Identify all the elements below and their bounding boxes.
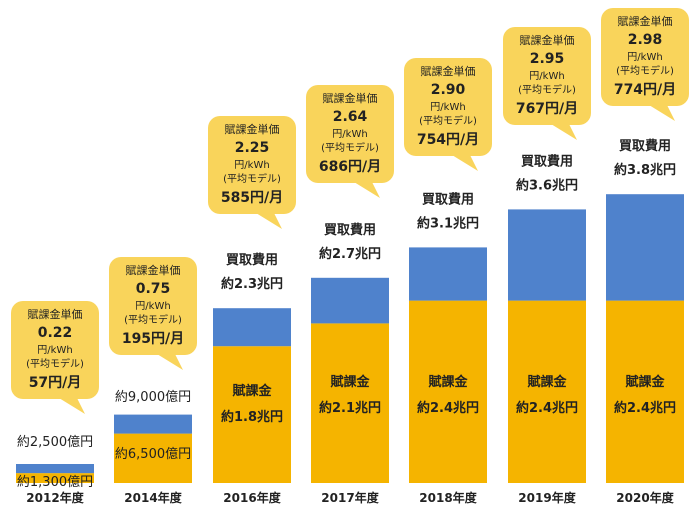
callout-tail — [157, 354, 183, 370]
levy-label: 賦課金 — [427, 374, 468, 390]
purchase-amount: 約2.7兆円 — [319, 246, 381, 262]
callout-tail — [354, 182, 380, 198]
callout-unit: 円/kWh — [430, 102, 465, 113]
callout-rate: 2.25 — [235, 140, 270, 156]
purchase-amount: 約3.8兆円 — [614, 162, 676, 178]
bar-levy — [606, 300, 684, 483]
callout-note: (平均モデル) — [419, 114, 477, 127]
callout-note: (平均モデル) — [124, 313, 182, 326]
callout-bubble — [306, 85, 394, 183]
levy-label: 賦課金 — [526, 374, 567, 390]
callout-title: 賦課金単価 — [618, 14, 673, 28]
callout-tail — [551, 124, 577, 140]
levy-label: 賦課金 — [329, 374, 370, 390]
purchase-amount: 約3.1兆円 — [417, 215, 479, 231]
callout-note: (平均モデル) — [26, 357, 84, 370]
purchase-amount: 約2.3兆円 — [221, 276, 283, 292]
callout-title: 賦課金単価 — [28, 307, 83, 321]
callout-unit: 円/kWh — [135, 301, 170, 312]
callout-monthly: 767円/月 — [516, 101, 578, 117]
bar-purchase — [114, 414, 192, 434]
callout-monthly: 195円/月 — [122, 331, 184, 347]
levy-label: 賦課金 — [231, 383, 272, 399]
callout-note: (平均モデル) — [321, 141, 379, 154]
callout-rate: 2.95 — [530, 51, 565, 67]
callout-bubble — [601, 8, 689, 106]
purchase-label: 買取費用 — [521, 153, 573, 169]
x-tick-label: 2020年度 — [616, 490, 674, 505]
x-tick-label: 2016年度 — [223, 490, 281, 505]
callout-bubble — [208, 116, 296, 214]
callout-bubble — [109, 257, 197, 355]
callout-rate: 0.22 — [38, 325, 73, 341]
callout-title: 賦課金単価 — [421, 64, 476, 78]
bar-purchase — [606, 194, 684, 301]
bar-levy — [213, 346, 291, 483]
callout-rate: 2.90 — [431, 82, 466, 98]
levy-amount: 約1.8兆円 — [221, 409, 283, 425]
callout-tail — [256, 213, 282, 229]
bar-purchase — [508, 209, 586, 301]
bar-purchase — [311, 277, 389, 324]
purchase-amount: 約9,000億円 — [115, 389, 191, 405]
levy-amount: 約2.4兆円 — [417, 400, 479, 416]
callout-monthly: 774円/月 — [614, 82, 676, 98]
levy-amount: 約6,500億円 — [115, 446, 191, 462]
callout-unit: 円/kWh — [529, 71, 564, 82]
callout-title: 賦課金単価 — [126, 263, 181, 277]
callout-bubble — [404, 58, 492, 156]
purchase-label: 買取費用 — [324, 222, 376, 238]
levy-label: 賦課金 — [624, 374, 665, 390]
callout-unit: 円/kWh — [627, 52, 662, 63]
purchase-amount: 約2,500億円 — [17, 434, 93, 450]
x-tick-label: 2017年度 — [321, 490, 379, 505]
callout-unit: 円/kWh — [234, 160, 269, 171]
purchase-label: 買取費用 — [619, 138, 671, 154]
callout-tail — [59, 398, 85, 414]
x-tick-label: 2019年度 — [518, 490, 576, 505]
levy-amount: 約2.4兆円 — [516, 400, 578, 416]
callout-rate: 0.75 — [136, 281, 171, 297]
callout-unit: 円/kWh — [332, 129, 367, 140]
callout-note: (平均モデル) — [616, 64, 674, 77]
callout-tail — [649, 105, 675, 121]
x-tick-label: 2014年度 — [124, 490, 182, 505]
levy-amount: 約1,300億円 — [17, 474, 93, 490]
callout-monthly: 57円/月 — [29, 375, 82, 391]
callout-title: 賦課金単価 — [225, 122, 280, 136]
callout-monthly: 754円/月 — [417, 132, 479, 148]
levy-amount: 約2.4兆円 — [614, 400, 676, 416]
callout-bubble — [11, 301, 99, 399]
bar-levy — [114, 433, 192, 483]
callout-monthly: 686円/月 — [319, 159, 381, 175]
bar-levy — [508, 300, 586, 483]
purchase-amount: 約3.6兆円 — [516, 177, 578, 193]
x-tick-label: 2018年度 — [419, 490, 477, 505]
bar-levy — [16, 473, 94, 483]
bar-purchase — [16, 464, 94, 474]
callout-unit: 円/kWh — [37, 345, 72, 356]
callout-rate: 2.64 — [333, 109, 368, 125]
callout-title: 賦課金単価 — [520, 33, 575, 47]
callout-tail — [452, 155, 478, 171]
callout-monthly: 585円/月 — [221, 190, 283, 206]
bar-levy — [311, 323, 389, 483]
levy-amount: 約2.1兆円 — [319, 400, 381, 416]
x-tick-label: 2012年度 — [26, 490, 84, 505]
bar-levy — [409, 300, 487, 483]
callout-note: (平均モデル) — [518, 83, 576, 96]
callout-bubble — [503, 27, 591, 125]
callout-rate: 2.98 — [628, 32, 663, 48]
callout-title: 賦課金単価 — [323, 91, 378, 105]
bar-purchase — [409, 247, 487, 301]
purchase-label: 買取費用 — [226, 252, 278, 268]
purchase-label: 買取費用 — [422, 191, 474, 207]
callout-note: (平均モデル) — [223, 172, 281, 185]
bar-purchase — [213, 308, 291, 347]
